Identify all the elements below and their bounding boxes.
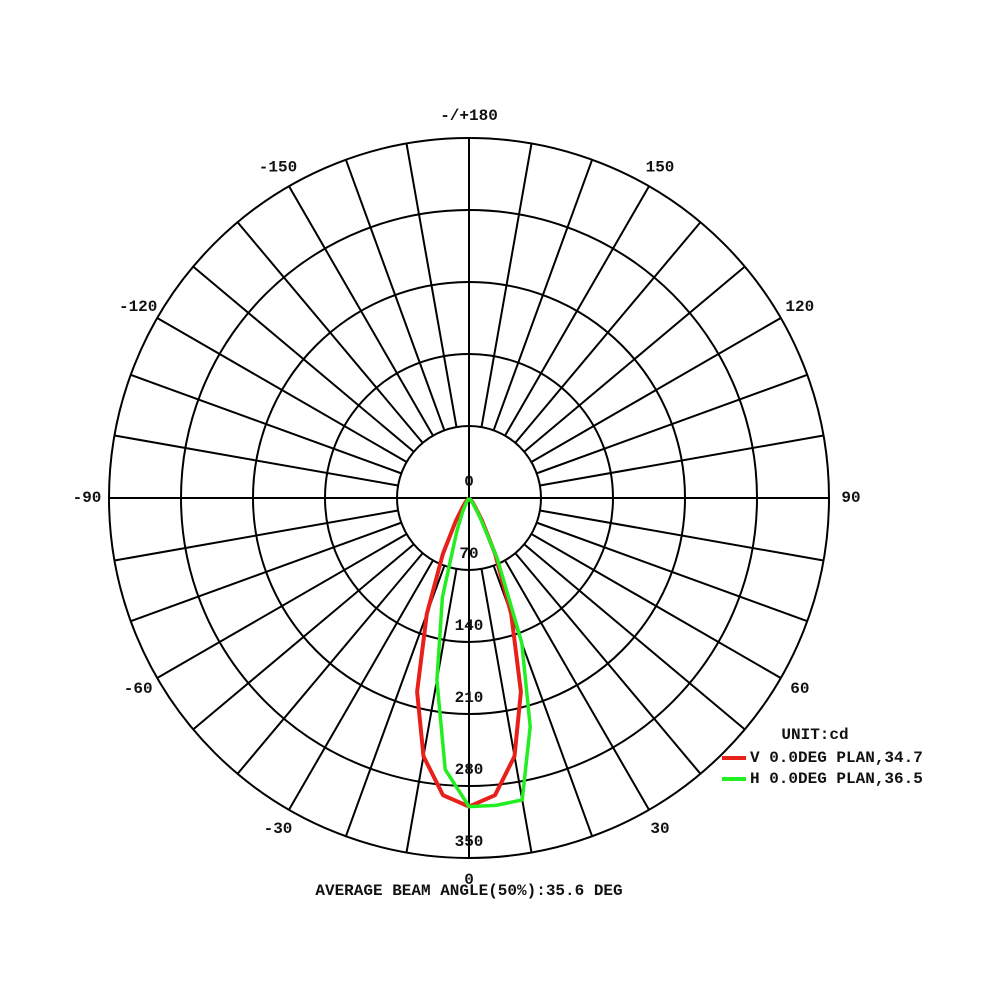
theta-tick-label: 150 xyxy=(646,158,675,176)
grid-circle xyxy=(324,353,614,643)
theta-tick-label: 120 xyxy=(785,298,814,316)
r-tick-label: 280 xyxy=(455,761,484,779)
series-line xyxy=(435,496,532,809)
r-tick-label: 0 xyxy=(464,473,474,491)
unit-label: UNIT:cd xyxy=(781,726,848,744)
grid-circle xyxy=(252,281,686,715)
r-tick-label: 350 xyxy=(455,833,484,851)
curves xyxy=(415,496,532,809)
theta-tick-label: -30 xyxy=(264,820,293,838)
theta-tick-label: 30 xyxy=(650,820,669,838)
theta-tick-label: -/+180 xyxy=(440,107,498,125)
theta-tick-label: 0 xyxy=(464,871,474,889)
grid-circle xyxy=(108,137,830,859)
footer: AVERAGE BEAM ANGLE(50%):35.6 DEG xyxy=(315,882,622,900)
r-tick-label: 210 xyxy=(455,689,484,707)
theta-tick-label: -90 xyxy=(73,489,102,507)
theta-tick-label: 60 xyxy=(790,680,809,698)
labels: 0 70 140 210 280 350 -/+180 150 120 90 60 30 0 -30 -60… xyxy=(73,107,923,889)
theta-tick-label: 90 xyxy=(841,489,860,507)
theta-tick-label: -150 xyxy=(259,158,297,176)
theta-tick-label: -60 xyxy=(124,680,153,698)
grid-circle xyxy=(180,209,758,787)
grid xyxy=(108,137,830,859)
theta-tick-label: -120 xyxy=(119,298,157,316)
r-tick-label: 140 xyxy=(455,617,484,635)
grid-circle xyxy=(396,425,542,571)
r-tick-label: 70 xyxy=(459,545,478,563)
legend-label: H 0.0DEG PLAN,36.5 xyxy=(750,770,923,788)
legend-label: V 0.0DEG PLAN,34.7 xyxy=(750,749,923,767)
